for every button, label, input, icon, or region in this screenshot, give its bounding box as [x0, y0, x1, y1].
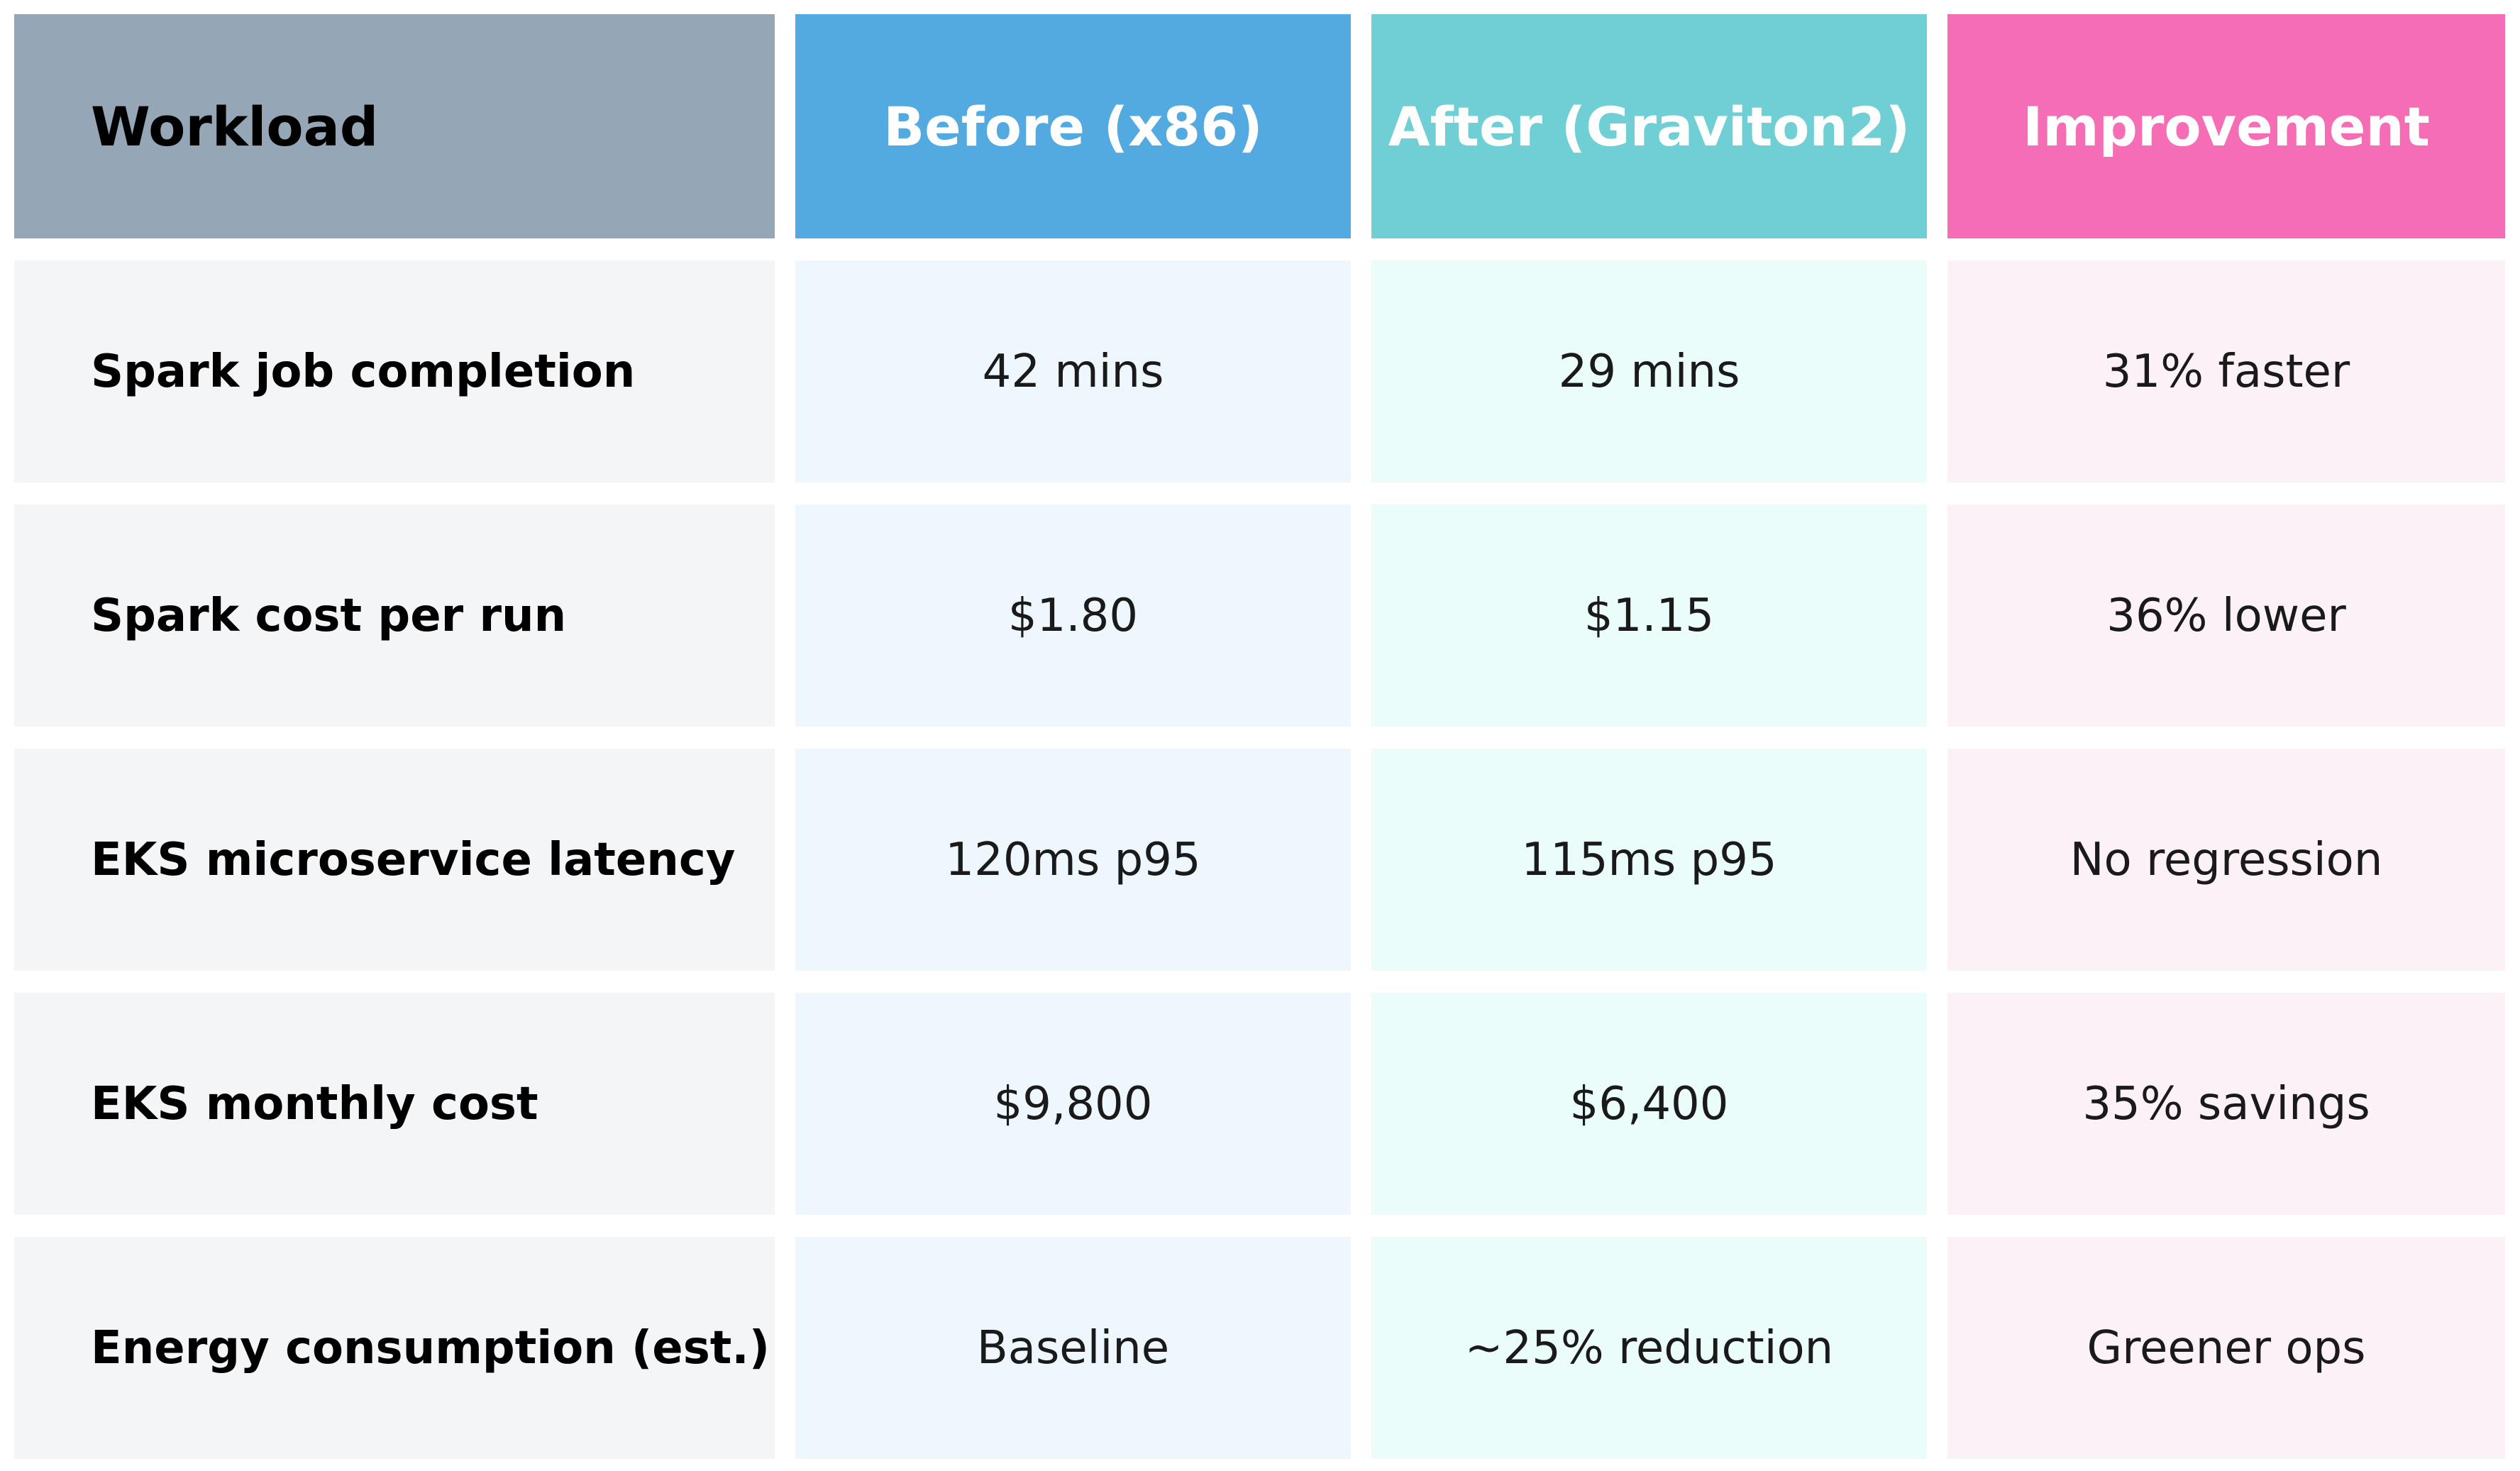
table-cell: 42 mins — [795, 260, 1351, 483]
table-cell: Baseline — [795, 1237, 1351, 1459]
table-cell: $1.80 — [795, 505, 1351, 727]
row-label: EKS microservice latency — [14, 749, 775, 971]
row-label: EKS monthly cost — [14, 993, 775, 1215]
table-cell: $1.15 — [1371, 505, 1927, 727]
table-cell: $9,800 — [795, 993, 1351, 1215]
header-cell: Workload — [14, 14, 775, 238]
row-label: Energy consumption (est.) — [14, 1237, 775, 1459]
table-cell: 120ms p95 — [795, 749, 1351, 971]
comparison-table: Workload Before (x86) After (Graviton2) Imp… — [14, 14, 2505, 1459]
table-cell: 29 mins — [1371, 260, 1927, 483]
table-cell: 36% lower — [1947, 505, 2505, 727]
table-cell: $6,400 — [1371, 993, 1927, 1215]
row-label: Spark job completion — [14, 260, 775, 483]
header-cell: Before (x86) — [795, 14, 1351, 238]
table-cell: Greener ops — [1947, 1237, 2505, 1459]
row-label: Spark cost per run — [14, 505, 775, 727]
table-cell: ~25% reduction — [1371, 1237, 1927, 1459]
table-cell: 115ms p95 — [1371, 749, 1927, 971]
table-cell: No regression — [1947, 749, 2505, 971]
header-cell: After (Graviton2) — [1371, 14, 1927, 238]
header-cell: Improvement — [1947, 14, 2505, 238]
table-cell: 35% savings — [1947, 993, 2505, 1215]
table-cell: 31% faster — [1947, 260, 2505, 483]
